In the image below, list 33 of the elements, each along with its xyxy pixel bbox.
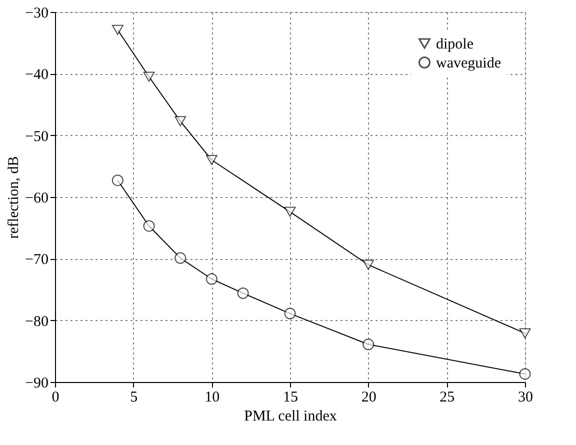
point (362, 338, 374, 350)
point (206, 273, 218, 285)
point (519, 328, 531, 338)
y-tick-label: −70 (25, 252, 48, 268)
legend-label: waveguide (436, 56, 502, 72)
x-tick-label: 30 (518, 390, 533, 406)
point (519, 368, 531, 380)
point (143, 220, 155, 232)
point (174, 116, 186, 126)
x-axis-title: PML cell index (244, 408, 338, 424)
y-tick-label: −90 (25, 376, 48, 392)
y-axis-title: reflection, dB (6, 156, 22, 239)
x-tick-label: 10 (204, 390, 220, 406)
point (112, 24, 124, 35)
point (284, 206, 296, 217)
x-tick-label: 20 (361, 390, 376, 406)
y-tick-label: −60 (25, 190, 48, 206)
point (362, 260, 374, 270)
point (206, 154, 218, 166)
y-tick-label: −40 (25, 67, 48, 84)
point (112, 174, 124, 186)
point (174, 252, 186, 264)
y-tick-label: −80 (25, 314, 48, 330)
y-tick-label: −50 (25, 128, 48, 145)
point (284, 308, 296, 320)
point (237, 287, 249, 299)
point (143, 72, 155, 82)
x-tick-label: 15 (283, 390, 298, 406)
x-tick-label: 5 (130, 390, 138, 406)
x-tick-label: 25 (440, 390, 455, 406)
y-tick-label: −30 (25, 6, 48, 22)
x-tick-label: 0 (52, 390, 60, 406)
legend-label: dipole (436, 36, 474, 52)
